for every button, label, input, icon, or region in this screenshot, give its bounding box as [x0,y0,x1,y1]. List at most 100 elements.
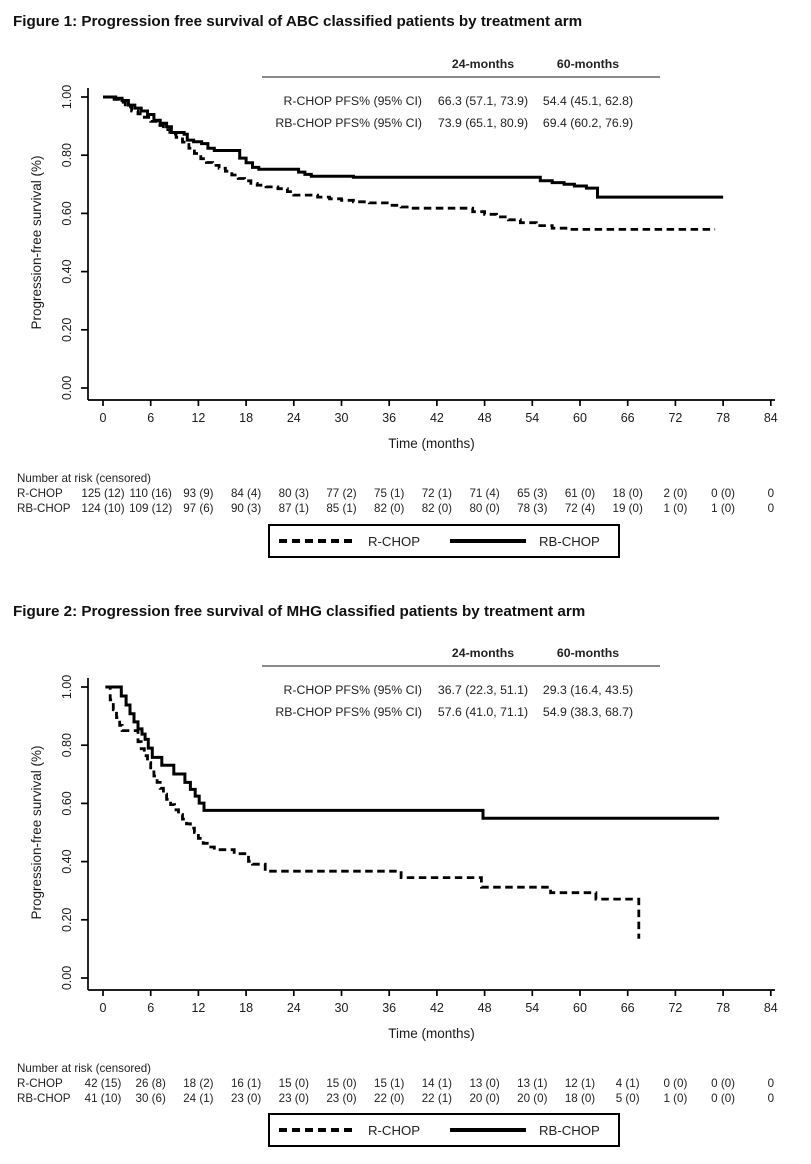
summary-col-header-24: 24-months [451,646,515,660]
summary-row-rchop: R-CHOP PFS% (95% CI) 66.3 (57.1, 73.9) 5… [262,94,660,108]
x-tick-label: 0 [100,411,107,425]
risk-cell: 80 (3) [278,487,309,500]
x-tick-label: 36 [382,411,396,425]
risk-row-rchop: R-CHOP 42 (15) 26 (8) 18 (2) 16 (1) 15 (0) 15… [0,1077,811,1092]
risk-cell: 18 (0) [612,487,643,500]
x-tick-label: 42 [430,411,444,425]
risk-cell: 0 (0) [711,487,736,500]
x-tick-label: 60 [573,1001,587,1015]
risk-cell: 22 (0) [374,1092,405,1105]
x-tick-label: 72 [668,411,682,425]
risk-cell: 22 (1) [421,1092,453,1105]
y-tick-label: 0.20 [60,318,74,342]
risk-cell: 72 (4) [564,502,596,515]
x-tick-label: 84 [764,411,778,425]
summary-cell: 54.4 (45.1, 62.8) [542,94,634,108]
risk-cell: 82 (0) [421,502,453,515]
risk-cell: 97 (6) [183,502,214,515]
risk-cell: 109 (12) [129,502,173,515]
x-tick-label: 60 [573,411,587,425]
x-tick-label: 54 [525,1001,539,1015]
risk-cell: 0 [767,487,775,500]
summary-cell: 29.3 (16.4, 43.5) [542,683,634,697]
y-tick-label: 0.40 [60,849,74,873]
km-curve-r-chop [105,685,641,939]
risk-cell: 61 (0) [564,487,596,500]
risk-cell: 19 (0) [612,502,643,515]
summary-col-header-24: 24-months [451,57,515,71]
risk-row-label: RB-CHOP [17,502,71,515]
figure1-legend: R-CHOP RB-CHOP [268,524,620,558]
summary-cell: 36.7 (22.3, 51.1) [437,683,529,697]
y-tick-label: 0.00 [60,376,74,400]
y-tick-label: 0.40 [60,259,74,283]
risk-cell: 124 (10) [81,502,125,515]
x-axis-title: Time (months) [388,436,475,451]
y-tick-label: 0.80 [60,733,74,757]
x-tick-label: 66 [621,1001,635,1015]
risk-row-rbchop: RB-CHOP 41 (10) 30 (6) 24 (1) 23 (0) 23 (0) 2… [0,1092,811,1107]
x-tick-label: 24 [287,411,301,425]
risk-cell: 93 (9) [183,487,214,500]
risk-cell: 1 (0) [663,502,688,515]
risk-cell: 77 (2) [326,487,357,500]
x-tick-label: 12 [191,411,205,425]
fig1-plot: 0.00 0.20 0.40 0.60 0.80 1.00 0 6 12 18 24 30 36 42 48… [29,85,778,451]
risk-cell: 2 (0) [663,487,688,500]
risk-table-heading: Number at risk (censored) [17,1062,152,1075]
figure2-title: Figure 2: Progression free survival of M… [13,603,586,620]
summary-row-label: R-CHOP PFS% (95% CI) [283,683,422,697]
risk-cell: 0 [767,502,775,515]
risk-table-heading: Number at risk (censored) [17,472,152,485]
summary-header-row: 24-months 60-months [262,646,660,660]
risk-cell: 18 (0) [564,1092,596,1105]
risk-cell: 80 (0) [469,502,500,515]
risk-cell: 0 [767,1092,775,1105]
y-axis-title: Progression-free survival (%) [29,745,44,919]
figure1-title: Figure 1: Progression free survival of A… [13,13,583,30]
risk-row-rchop: R-CHOP 125 (12) 110 (16) 93 (9) 84 (4) 80 (3… [0,487,811,502]
legend-label-rbchop: RB-CHOP [539,533,600,549]
summary-table-rule [262,665,660,667]
risk-cell: 18 (2) [183,1077,214,1090]
x-axis-title: Time (months) [388,1026,475,1041]
risk-cell: 30 (6) [135,1092,166,1105]
x-tick-label: 72 [668,1001,682,1015]
summary-row-label: RB-CHOP PFS% (95% CI) [275,705,422,719]
x-tick-label: 36 [382,1001,396,1015]
fig2-plot: 0.00 0.20 0.40 0.60 0.80 1.00 0 6 12 18 24 30 36 42 48… [29,675,778,1041]
y-axis-title: Progression-free survival (%) [29,155,44,329]
risk-cell: 1 (0) [711,502,736,515]
dashed-line-sample [279,1128,355,1132]
legend-label-rchop: R-CHOP [368,533,421,549]
summary-cell: 54.9 (38.3, 68.7) [542,705,634,719]
legend-label-rchop: R-CHOP [368,1122,421,1138]
risk-cell: 0 (0) [663,1077,688,1090]
risk-cell: 84 (4) [230,487,262,500]
risk-cell: 42 (15) [84,1077,122,1090]
summary-col-header-60: 60-months [556,646,620,660]
summary-cell: 69.4 (60.2, 76.9) [542,116,634,130]
risk-cell: 20 (0) [517,1092,548,1105]
risk-cell: 78 (3) [517,502,548,515]
summary-row-label: RB-CHOP PFS% (95% CI) [275,116,422,130]
risk-cell: 90 (3) [230,502,262,515]
figure1-summary-table: 24-months 60-months R-CHOP PFS% (95% CI)… [262,57,660,130]
x-tick-label: 6 [147,1001,154,1015]
summary-cell: 66.3 (57.1, 73.9) [437,94,529,108]
risk-cell: 26 (8) [135,1077,166,1090]
solid-line-sample [450,1128,527,1132]
y-tick-label: 1.00 [60,85,74,109]
x-tick-label: 42 [430,1001,444,1015]
risk-cell: 85 (1) [326,502,357,515]
x-tick-label: 24 [287,1001,301,1015]
x-tick-label: 18 [239,1001,253,1015]
risk-cell: 110 (16) [129,487,172,500]
summary-row-rbchop: RB-CHOP PFS% (95% CI) 57.6 (41.0, 71.1) … [262,705,660,719]
summary-header-row: 24-months 60-months [262,57,660,71]
risk-row-label: RB-CHOP [17,1092,71,1105]
risk-cell: 72 (1) [421,487,453,500]
summary-cell: 73.9 (65.1, 80.9) [437,116,529,130]
risk-cell: 0 (0) [711,1092,736,1105]
